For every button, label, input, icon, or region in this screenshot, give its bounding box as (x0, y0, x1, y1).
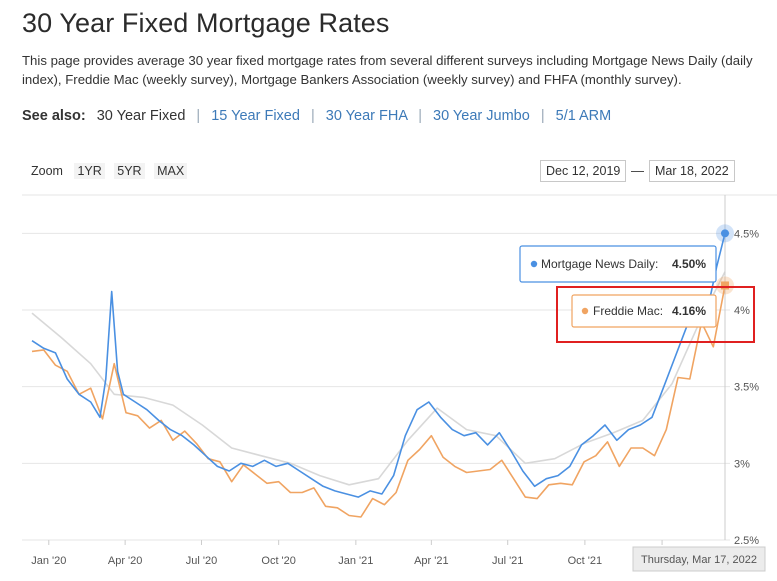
separator: | (418, 108, 422, 124)
see-also-bar: See also: 30 Year Fixed | 15 Year Fixed … (22, 108, 611, 124)
fm-tooltip-label: Freddie Mac: (593, 304, 663, 318)
freddie-mac-series-line (31, 285, 726, 518)
y-tick-label: 2.5% (734, 535, 759, 547)
x-tick-label: Apr '21 (414, 555, 449, 567)
page-description: This page provides average 30 year fixed… (22, 53, 753, 87)
y-axis-ticks: 2.5% 3% 3.5% 4% 4.5% (734, 228, 759, 547)
link-5-1-arm[interactable]: 5/1 ARM (555, 108, 612, 124)
mba-series-line (31, 271, 726, 486)
date-from-input[interactable]: Dec 12, 2019 (540, 160, 627, 182)
mnd-series-line (31, 233, 726, 498)
link-30-year-fha[interactable]: 30 Year FHA (325, 108, 408, 124)
crosshair-date-text: Thursday, Mar 17, 2022 (641, 554, 757, 566)
zoom-max-button[interactable]: MAX (154, 163, 188, 179)
separator: | (540, 108, 545, 124)
freddie-marker (721, 281, 729, 290)
fm-tooltip-dot (581, 307, 589, 315)
crosshair-date-label: Thursday, Mar 17, 2022 (632, 546, 766, 572)
zoom-controls: Zoom 1YR 5YR MAX (31, 163, 188, 179)
highlight-box (556, 286, 755, 343)
mnd-tooltip-dot (530, 260, 538, 268)
separator: | (196, 108, 201, 124)
fm-tooltip: Freddie Mac: 4.16% (571, 294, 717, 328)
page-title: 30 Year Fixed Mortgage Rates (22, 8, 390, 38)
link-15-year-fixed[interactable]: 15 Year Fixed (211, 108, 300, 124)
mnd-tooltip-label: Mortgage News Daily: (541, 257, 658, 271)
date-to-input[interactable]: Mar 18, 2022 (649, 160, 735, 182)
x-tick-label: Jan '20 (31, 555, 66, 567)
series-lines (31, 233, 726, 518)
link-30-year-jumbo[interactable]: 30 Year Jumbo (433, 108, 530, 124)
mnd-tooltip: Mortgage News Daily: 4.50% (519, 245, 717, 283)
zoom-label: Zoom (31, 164, 63, 178)
fm-tooltip-value: 4.16% (672, 304, 706, 318)
see-also-label: See also: (22, 108, 86, 124)
x-tick-label: Oct '21 (568, 555, 603, 567)
x-tick-label: Oct '20 (261, 555, 296, 567)
see-also-current: 30 Year Fixed (96, 108, 186, 124)
x-axis-ticks: Jan '20 Apr '20 Jul '20 Oct '20 Jan '21 Apr '… (31, 540, 680, 567)
y-tick-label: 4% (734, 305, 750, 317)
y-tick-label: 4.5% (734, 228, 759, 240)
mnd-tooltip-value: 4.50% (672, 257, 706, 271)
x-tick-label: Jan '21 (338, 555, 373, 567)
x-tick-label: Apr '20 (108, 555, 143, 567)
zoom-1yr-button[interactable]: 1YR (74, 163, 105, 179)
separator: | (310, 108, 315, 124)
crosshair (716, 195, 734, 540)
mnd-marker (721, 229, 729, 238)
x-tick-label: Jul '20 (186, 555, 217, 567)
y-tick-label: 3.5% (734, 382, 759, 394)
x-tick-label: Jul '21 (492, 555, 523, 567)
y-tick-label: 3% (734, 458, 750, 470)
mnd-tooltip-box (519, 245, 717, 283)
zoom-5yr-button[interactable]: 5YR (114, 163, 145, 179)
fm-tooltip-box (571, 294, 717, 328)
crosshair-date-box (632, 546, 766, 572)
date-range-separator: — (631, 163, 644, 178)
